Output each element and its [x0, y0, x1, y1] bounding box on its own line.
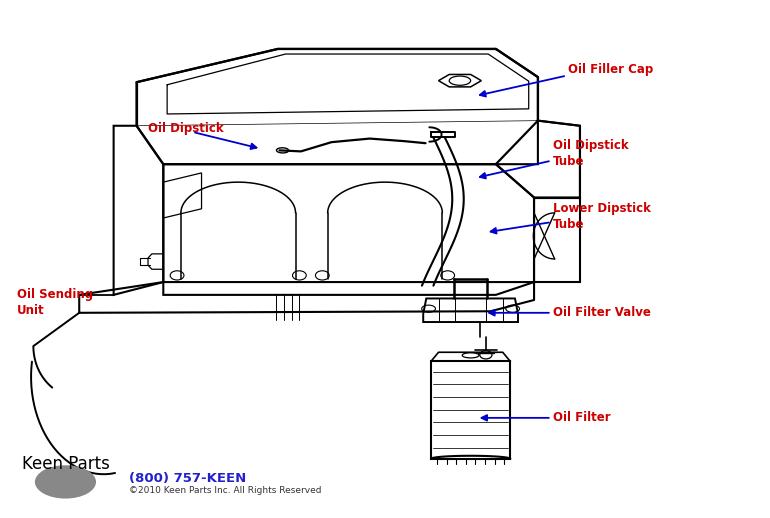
Text: Oil Filter Valve: Oil Filter Valve [553, 306, 651, 319]
Ellipse shape [276, 148, 289, 153]
Ellipse shape [35, 465, 96, 498]
Text: ©2010 Keen Parts Inc. All Rights Reserved: ©2010 Keen Parts Inc. All Rights Reserve… [129, 486, 321, 495]
Text: Oil Dipstick: Oil Dipstick [148, 122, 223, 135]
Text: Keen Parts: Keen Parts [22, 455, 110, 473]
Text: Oil Sending 
Unit: Oil Sending Unit [16, 288, 97, 317]
Text: Lower Dipstick 
Tube: Lower Dipstick Tube [553, 203, 655, 232]
Text: (800) 757-KEEN: (800) 757-KEEN [129, 472, 246, 485]
Text: Oil Dipstick 
Tube: Oil Dipstick Tube [553, 139, 633, 168]
Text: Oil Filter: Oil Filter [553, 411, 611, 424]
Text: Oil Filler Cap: Oil Filler Cap [568, 63, 654, 76]
